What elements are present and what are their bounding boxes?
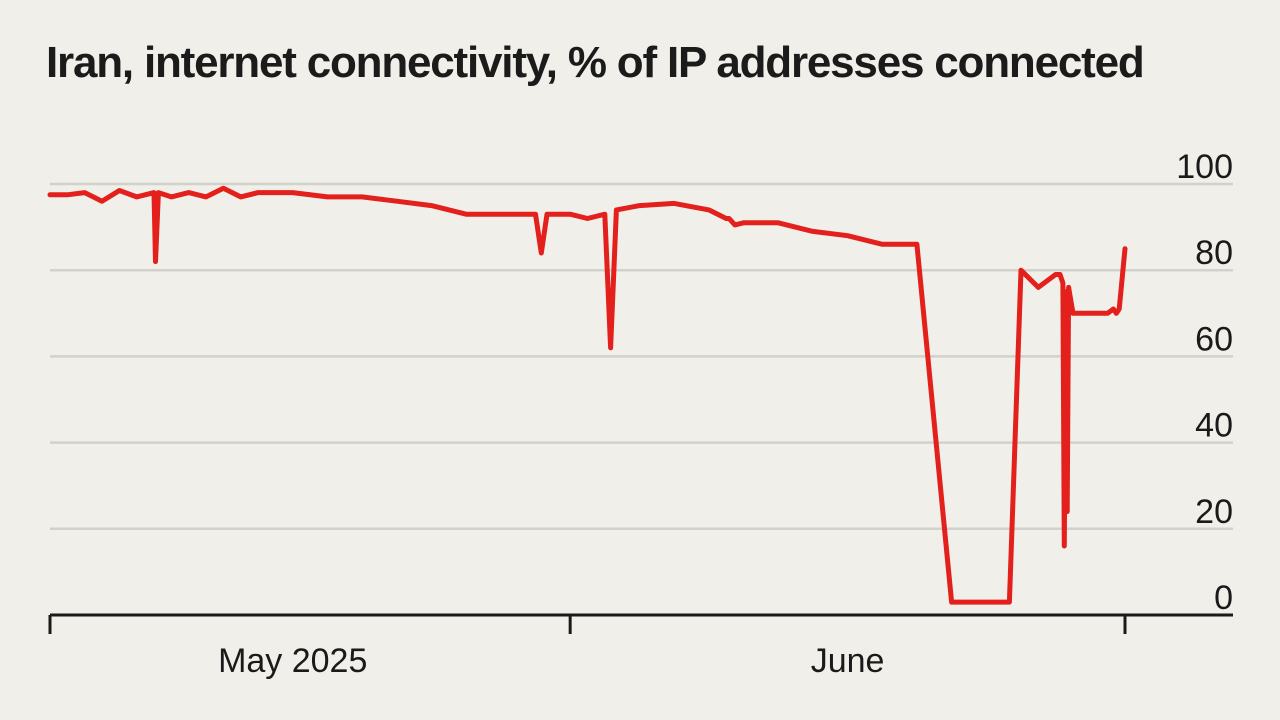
y-tick-label-40: 40 [1195,407,1233,445]
chart-title: Iran, internet connectivity, % of IP add… [46,38,1145,87]
y-axis-labels: 0 20 40 60 80 100 [1176,148,1233,617]
y-tick-label-80: 80 [1195,234,1233,272]
series-line-0 [47,185,1128,605]
x-axis: May 2025 June [48,613,1233,680]
y-tick-label-0: 0 [1214,579,1233,617]
y-tick-label-60: 60 [1195,320,1233,358]
x-tick-label-1: June [811,642,885,680]
series-layer [47,185,1128,605]
y-tick-label-100: 100 [1176,148,1233,186]
x-tick-label-0: May 2025 [218,642,367,680]
gridlines [50,182,1233,531]
y-tick-label-20: 20 [1195,493,1233,531]
